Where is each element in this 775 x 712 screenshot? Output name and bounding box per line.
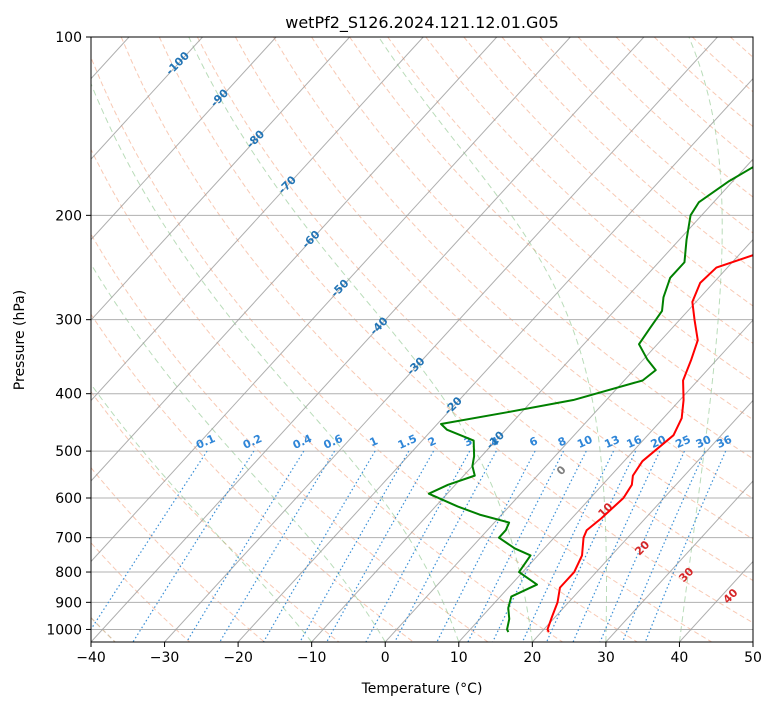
y-tick-label: 900 — [55, 595, 82, 611]
x-tick-label: −30 — [150, 650, 180, 666]
y-axis-label: Pressure (hPa) — [12, 290, 28, 390]
x-tick-label: 20 — [523, 650, 541, 666]
y-tick-label: 600 — [55, 491, 82, 507]
plot-background — [91, 37, 753, 642]
y-tick-label: 1000 — [46, 622, 82, 638]
y-tick-label: 800 — [55, 565, 82, 581]
moist-adiabat — [753, 37, 775, 642]
x-tick-label: 30 — [597, 650, 615, 666]
x-tick-label: 10 — [450, 650, 468, 666]
x-tick-label: −40 — [76, 650, 106, 666]
x-tick-label: 0 — [381, 650, 390, 666]
y-tick-label: 400 — [55, 387, 82, 403]
x-axis-label: Temperature (°C) — [361, 681, 483, 697]
y-tick-label: 300 — [55, 313, 82, 329]
y-tick-label: 500 — [55, 444, 82, 460]
x-tick-label: −20 — [223, 650, 253, 666]
x-tick-label: 50 — [744, 650, 762, 666]
y-tick-label: 200 — [55, 208, 82, 224]
chart-title: wetPf2_S126.2024.121.12.01.G05 — [285, 13, 559, 33]
isotherm — [753, 37, 775, 642]
x-tick-label: 40 — [671, 650, 689, 666]
x-tick-label: −10 — [297, 650, 327, 666]
y-tick-label: 700 — [55, 531, 82, 547]
y-tick-label: 100 — [55, 30, 82, 46]
